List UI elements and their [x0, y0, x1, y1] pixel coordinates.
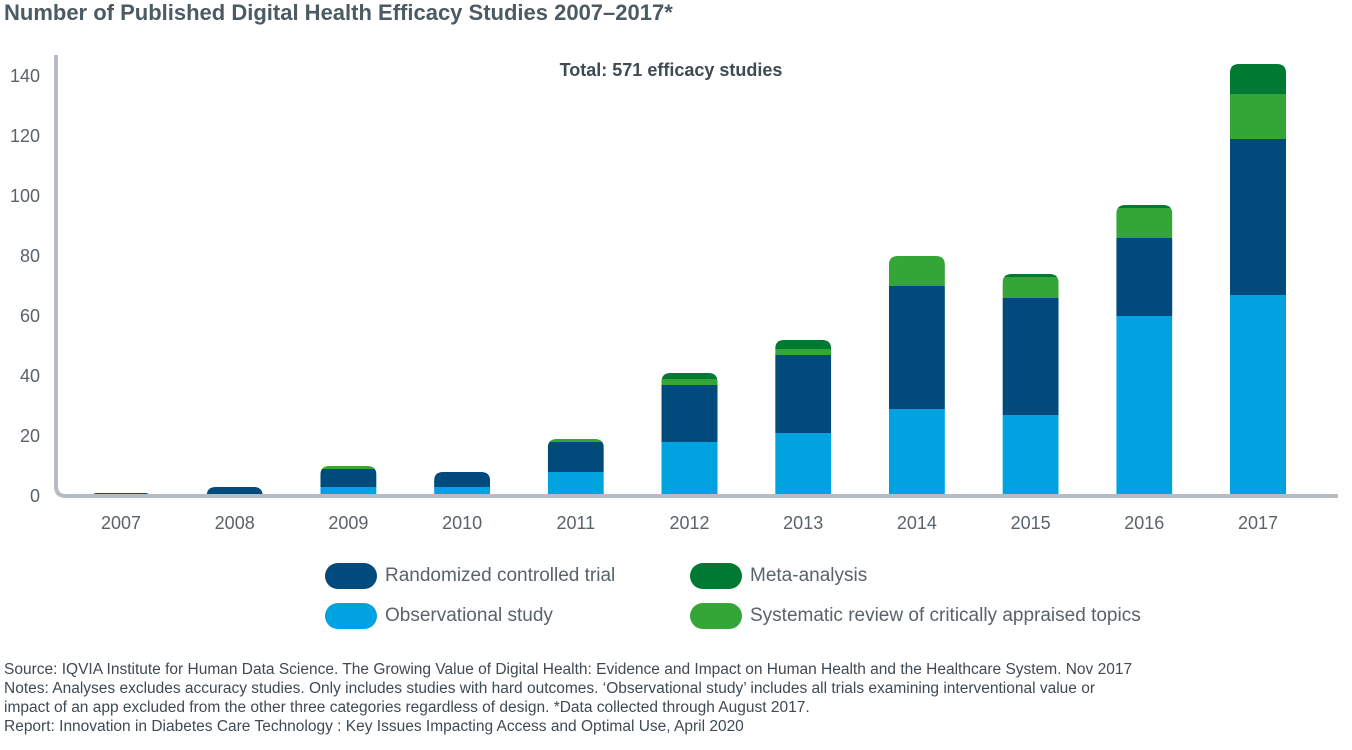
bar-segment-2013-systematic-review-of-critically-appraised-topics: [775, 349, 832, 355]
bar-segment-2009-systematic-review-of-critically-appraised-topics: [320, 466, 377, 469]
legend-swatch-rct: [325, 563, 377, 589]
y-tick-label: 100: [10, 186, 40, 206]
bar-segment-2010-randomized-controlled-trial: [434, 472, 491, 487]
notes-line-2: impact of an app excluded from the other…: [4, 699, 810, 716]
bar-segment-2016-observational-study: [1116, 316, 1173, 496]
total-annotation: Total: 571 efficacy studies: [560, 60, 783, 80]
bar-segment-2010-observational-study: [434, 487, 491, 496]
bar-segment-2012-observational-study: [661, 442, 718, 496]
legend-item-observational: Observational study: [325, 603, 553, 629]
y-tick-label: 80: [20, 246, 40, 266]
notes-block: Source: IQVIA Institute for Human Data S…: [4, 660, 1349, 736]
bars-layer: [93, 64, 1286, 496]
y-tick-label: 120: [10, 126, 40, 146]
x-tick-label: 2015: [1011, 513, 1051, 533]
x-tick-label: 2013: [783, 513, 823, 533]
bar-segment-2017-meta-analysis: [1230, 64, 1286, 94]
bar-segment-2016-meta-analysis: [1116, 205, 1173, 208]
bar-2009: [320, 466, 377, 496]
x-tick-label: 2010: [442, 513, 482, 533]
bar-2013: [775, 340, 832, 496]
bar-segment-2013-observational-study: [775, 433, 832, 496]
legend-swatch-systematic-review: [690, 603, 742, 629]
bar-2012: [661, 373, 718, 496]
legend-item-meta-analysis: Meta-analysis: [690, 563, 867, 589]
bar-segment-2014-systematic-review-of-critically-appraised-topics: [888, 256, 945, 286]
bar-segment-2017-systematic-review-of-critically-appraised-topics: [1230, 94, 1286, 139]
y-tick-label: 140: [10, 66, 40, 86]
bar-segment-2015-systematic-review-of-critically-appraised-topics: [1002, 277, 1059, 298]
bar-segment-2011-randomized-controlled-trial: [547, 442, 604, 472]
x-tick-label: 2007: [101, 513, 141, 533]
legend-item-rct: Randomized controlled trial: [325, 563, 615, 589]
bar-segment-2015-meta-analysis: [1002, 274, 1059, 277]
bar-segment-2011-systematic-review-of-critically-appraised-topics: [547, 439, 604, 442]
bar-segment-2016-systematic-review-of-critically-appraised-topics: [1116, 208, 1173, 238]
bar-segment-2012-systematic-review-of-critically-appraised-topics: [661, 379, 718, 385]
bar-segment-2013-meta-analysis: [775, 340, 832, 349]
bar-2014: [888, 256, 945, 496]
y-tick-label: 60: [20, 306, 40, 326]
x-tick-label: 2012: [669, 513, 709, 533]
bar-segment-2011-observational-study: [547, 472, 604, 496]
bar-segment-2009-observational-study: [320, 487, 377, 496]
legend-swatch-meta-analysis: [690, 563, 742, 589]
legend-label-systematic-review: Systematic review of critically appraise…: [750, 605, 1141, 626]
bar-segment-2017-randomized-controlled-trial: [1230, 139, 1286, 295]
legend-swatch-observational: [325, 603, 377, 629]
y-tick-label: 40: [20, 366, 40, 386]
x-tick-label: 2009: [328, 513, 368, 533]
bar-2008: [206, 487, 263, 496]
source-note: Source: IQVIA Institute for Human Data S…: [4, 661, 1133, 678]
x-tick-label: 2017: [1238, 513, 1278, 533]
legend-label-observational: Observational study: [385, 605, 553, 626]
y-tick-label: 20: [20, 426, 40, 446]
bar-2010: [434, 472, 491, 496]
x-tick-label: 2016: [1124, 513, 1164, 533]
legend-label-meta-analysis: Meta-analysis: [750, 565, 868, 586]
bar-segment-2008-randomized-controlled-trial: [206, 487, 263, 496]
chart-plot-area: 2007 2008 2009 2010 2011 2012 2013 2014 2015 2016…: [10, 55, 1338, 533]
legend-item-systematic-review: Systematic review of critically appraise…: [690, 603, 1141, 629]
bar-segment-2016-randomized-controlled-trial: [1116, 238, 1173, 316]
bar-2017: [1230, 64, 1286, 496]
bar-2015: [1002, 274, 1059, 496]
axis-line: [54, 55, 1338, 498]
bar-segment-2014-observational-study: [888, 409, 945, 496]
legend-label-rct: Randomized controlled trial: [385, 565, 616, 586]
bar-2016: [1116, 205, 1173, 496]
bar-segment-2012-randomized-controlled-trial: [661, 385, 718, 442]
chart-title: Number of Published Digital Health Effic…: [4, 0, 673, 25]
report-note: Report: Innovation in Diabetes Care Tech…: [4, 718, 744, 735]
axes-layer: 2007 2008 2009 2010 2011 2012 2013 2014 2015 2016…: [10, 55, 1338, 533]
x-tick-label: 2011: [556, 513, 595, 533]
bar-segment-2015-randomized-controlled-trial: [1002, 298, 1059, 415]
y-tick-label: 0: [30, 486, 40, 506]
bar-segment-2014-randomized-controlled-trial: [888, 286, 945, 409]
notes-line-1: Notes: Analyses excludes accuracy studie…: [4, 680, 1095, 697]
bar-segment-2009-randomized-controlled-trial: [320, 469, 377, 487]
bar-2011: [547, 439, 604, 496]
bar-segment-2012-meta-analysis: [661, 373, 718, 379]
bar-segment-2015-observational-study: [1002, 415, 1059, 496]
x-tick-label: 2014: [897, 513, 937, 533]
bar-segment-2017-observational-study: [1230, 295, 1286, 496]
x-tick-label: 2008: [215, 513, 255, 533]
bar-segment-2013-randomized-controlled-trial: [775, 355, 832, 433]
